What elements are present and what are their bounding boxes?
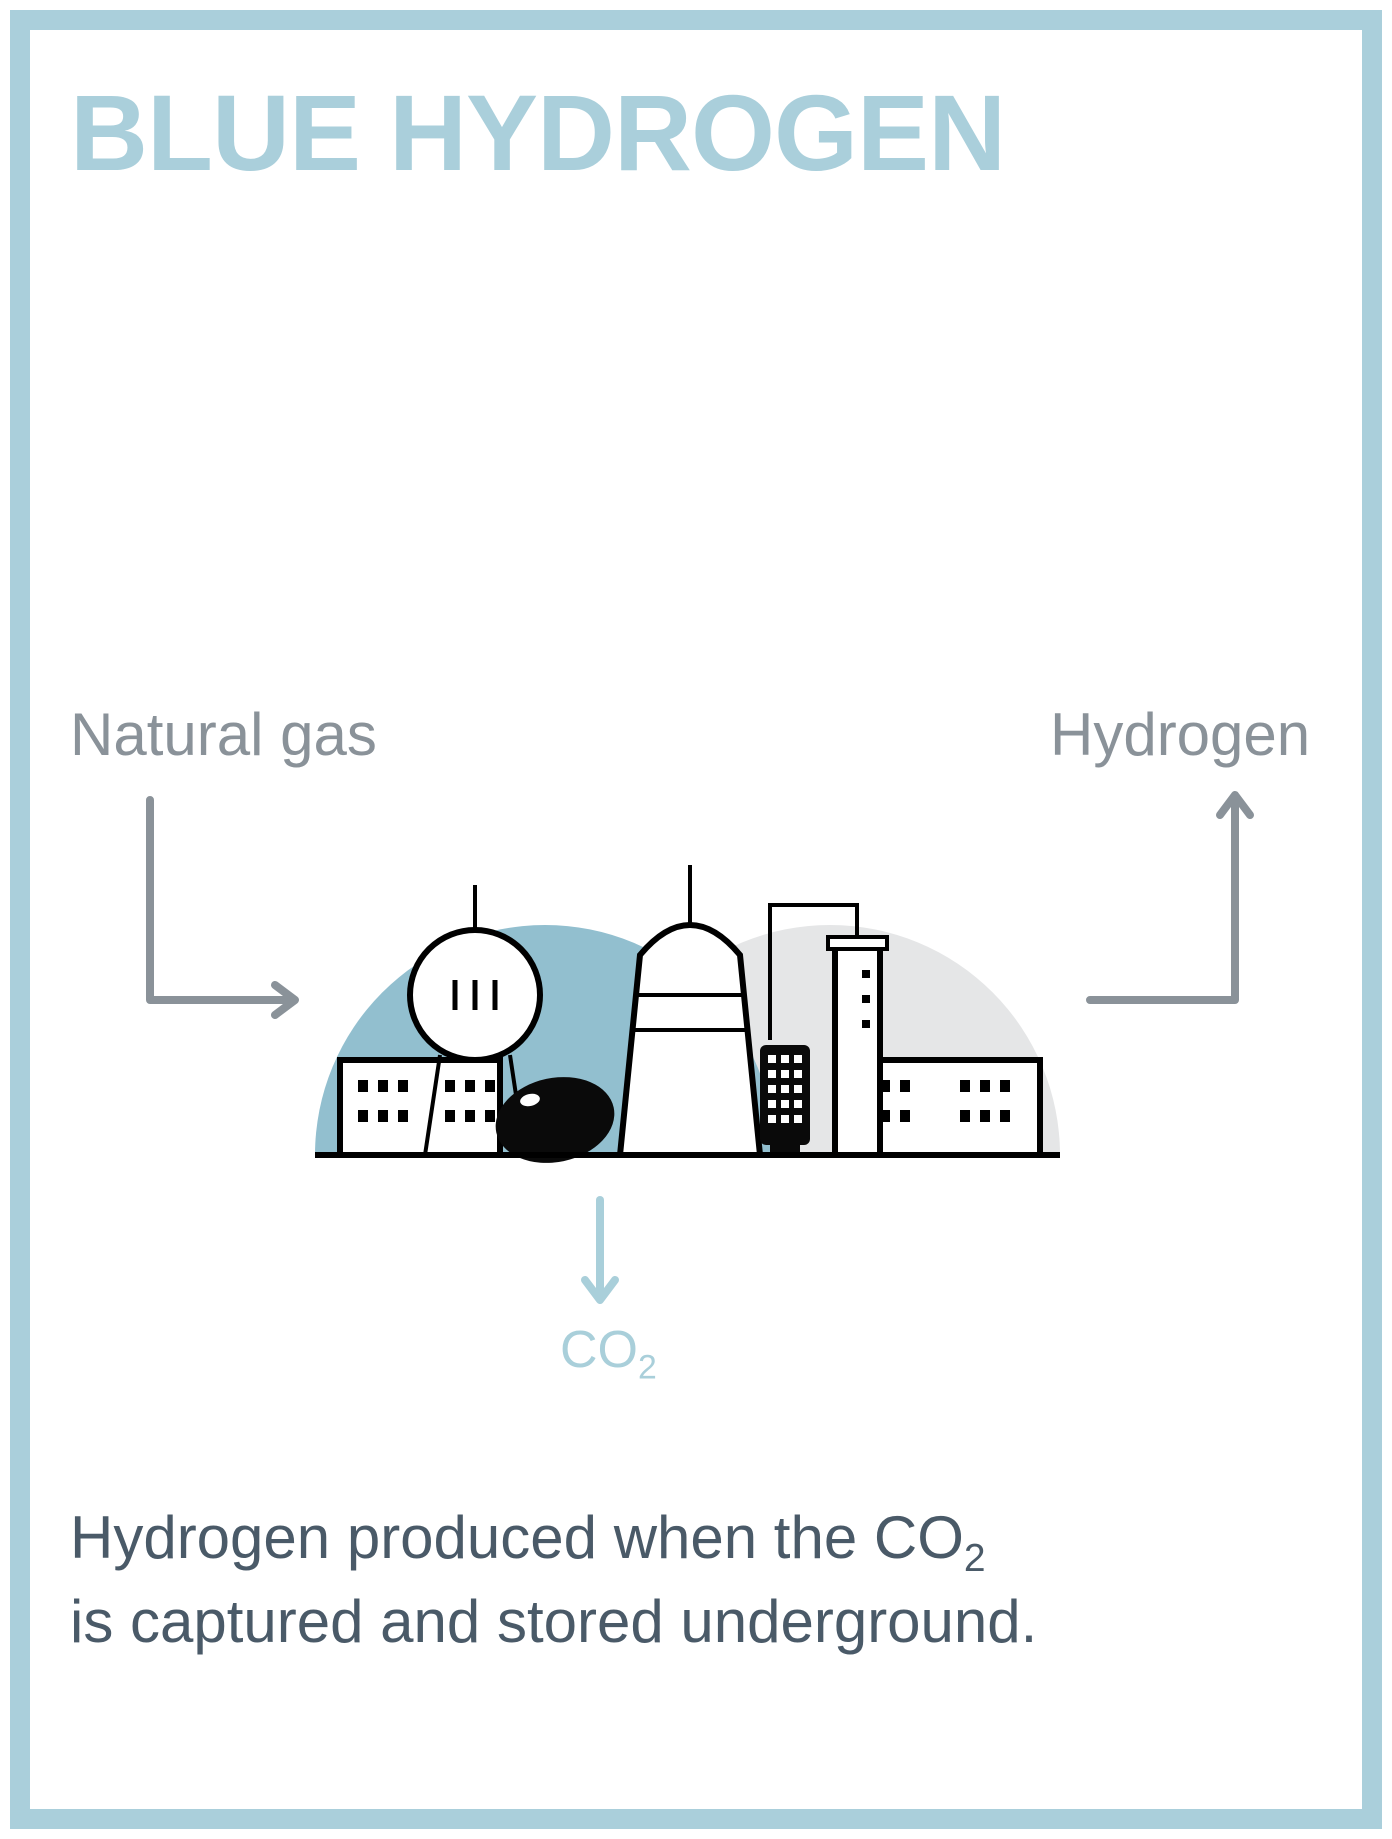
diagram-svg	[0, 0, 1392, 1839]
cooling-tower	[620, 865, 760, 1155]
output-arrow	[1090, 800, 1235, 1000]
distillation-column	[828, 937, 887, 1155]
small-tank	[760, 1045, 810, 1155]
factory-illustration	[315, 865, 1060, 1385]
building-left	[340, 1060, 500, 1155]
input-arrow	[150, 800, 290, 1000]
infographic-card: BLUE HYDROGEN Natural gas Hydrogen CO2 H…	[0, 0, 1392, 1839]
